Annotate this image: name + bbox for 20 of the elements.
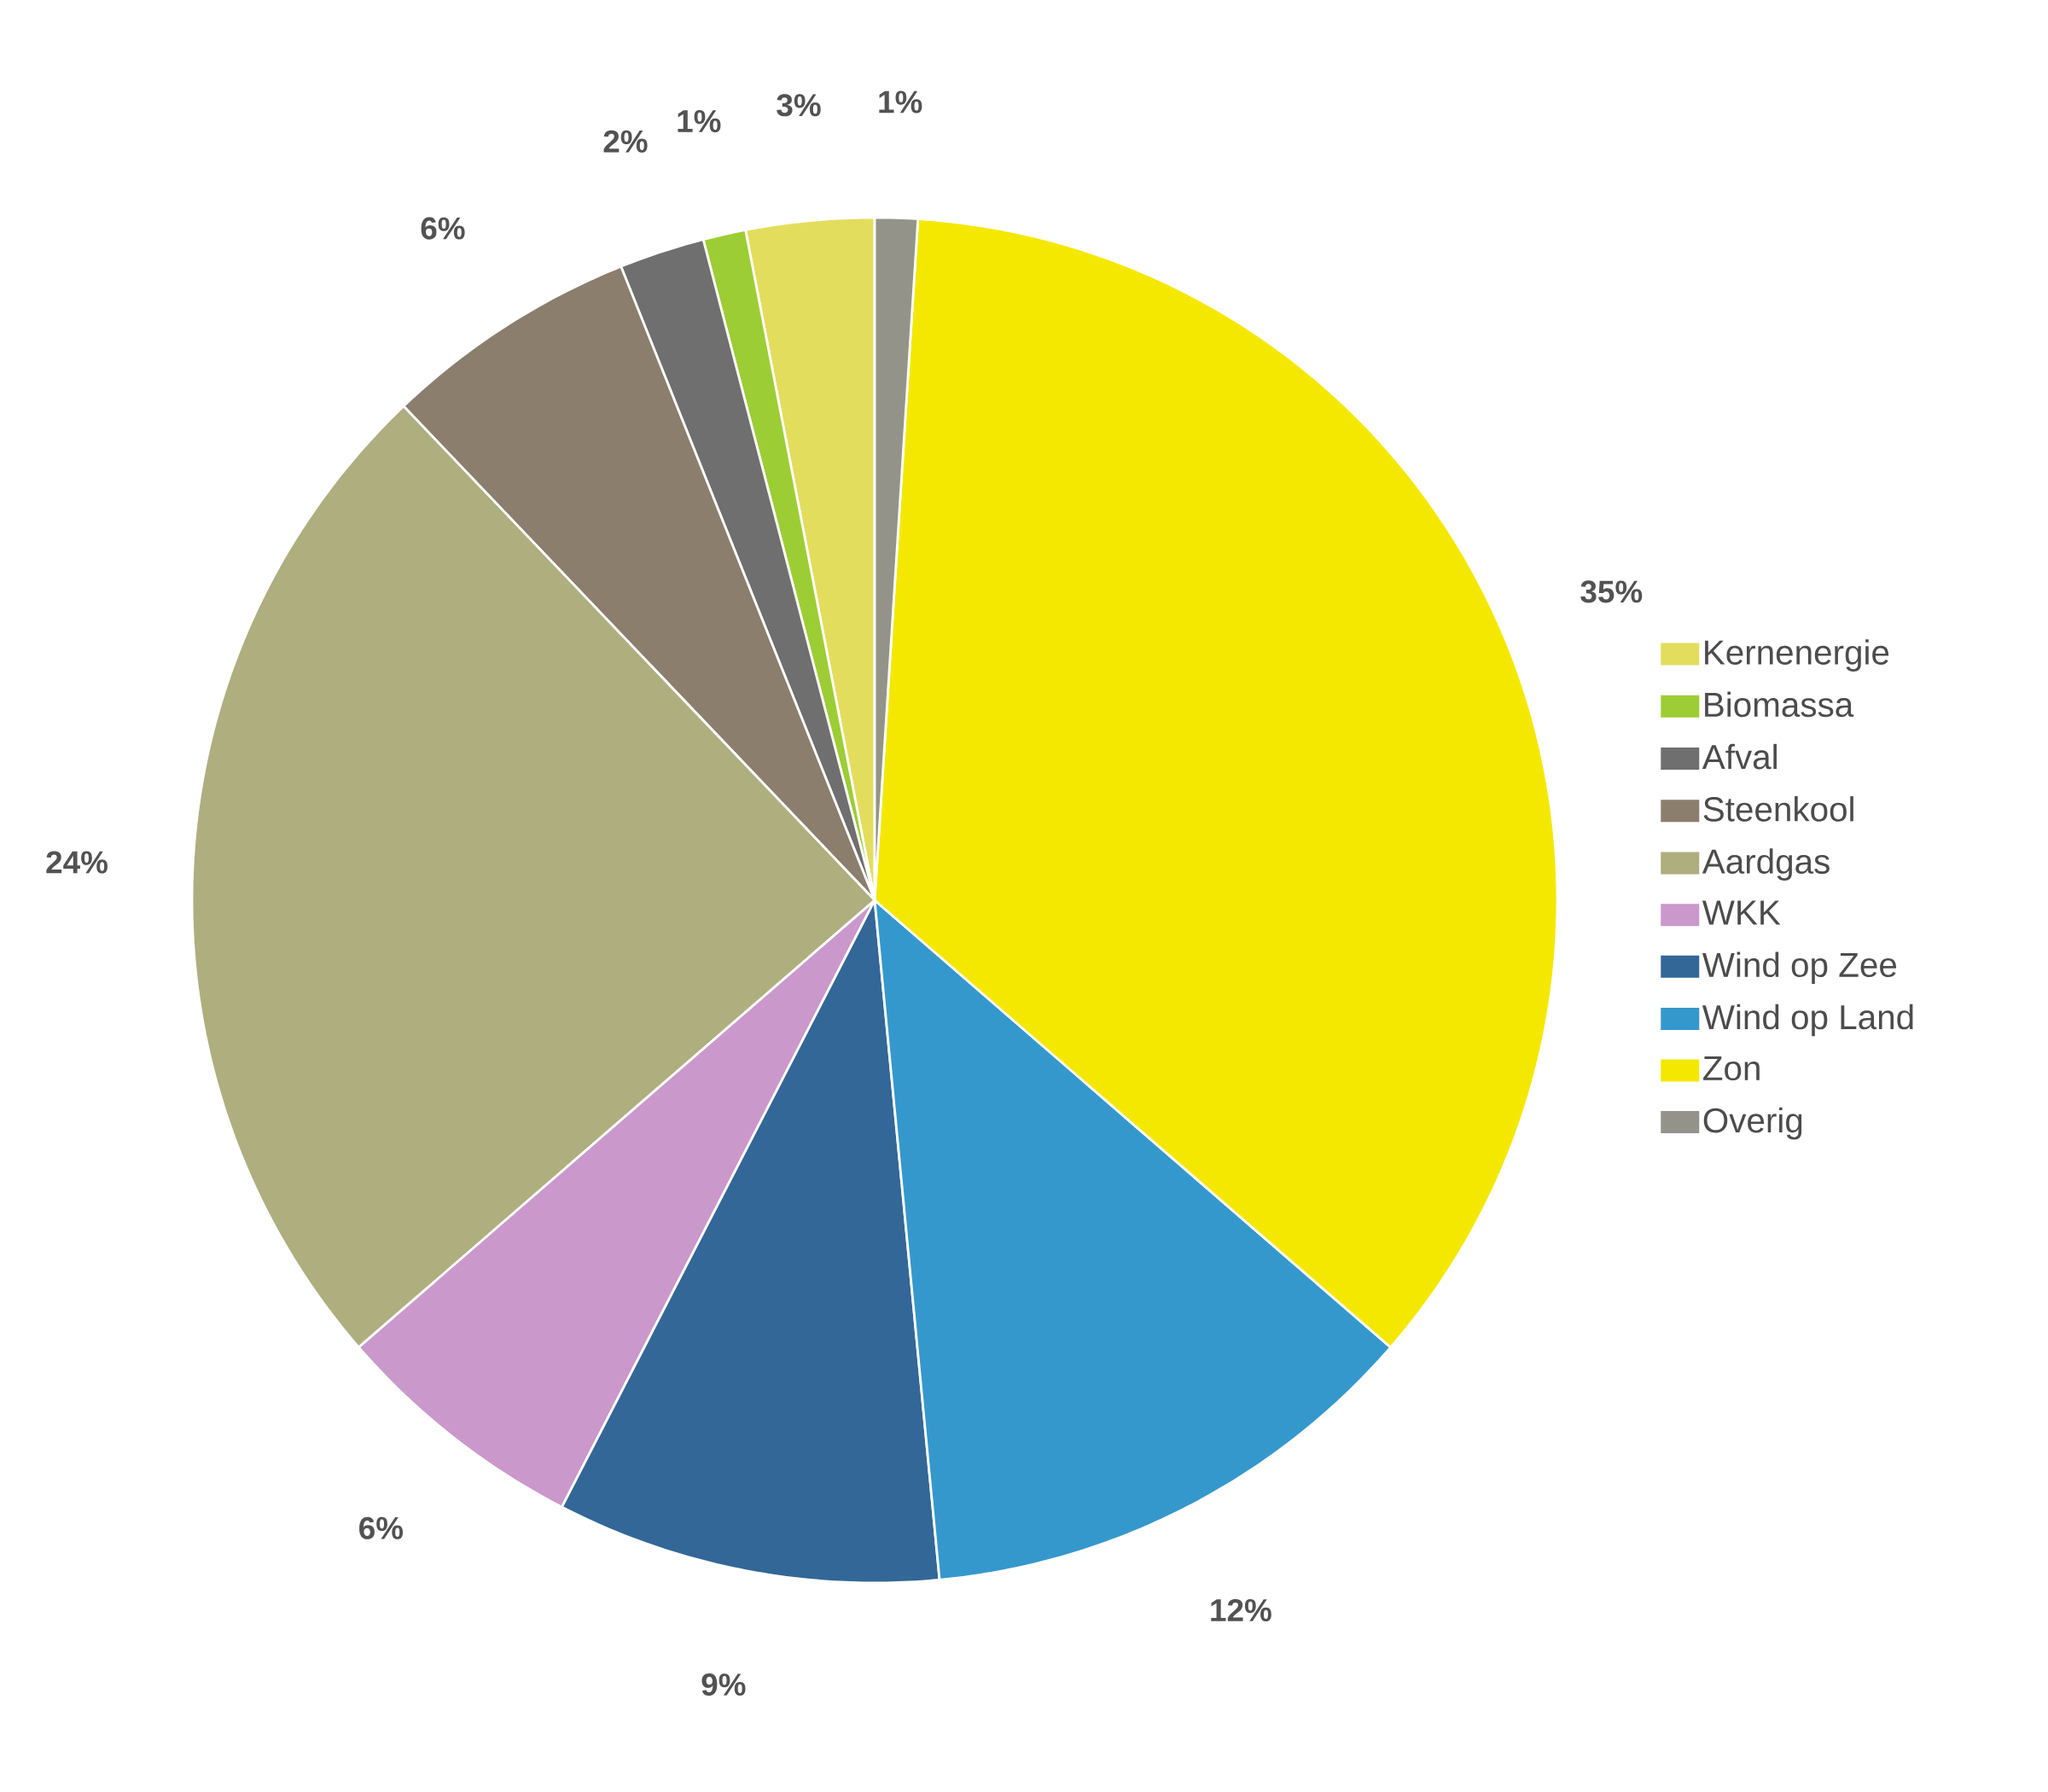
- legend-label: Aardgas: [1702, 848, 1830, 881]
- data-label: 12%: [1211, 1598, 1271, 1621]
- data-label: 3%: [777, 94, 821, 117]
- legend-label: Afval: [1702, 743, 1777, 770]
- legend-label: Steenkool: [1703, 796, 1853, 822]
- data-label: 24%: [46, 851, 108, 874]
- legend-label: Zon: [1703, 1056, 1760, 1081]
- legend-label: Wind op Zee: [1702, 951, 1897, 985]
- data-label: 6%: [359, 1516, 404, 1539]
- legend-label: Wind op Land: [1702, 1004, 1913, 1037]
- data-label: 9%: [701, 1673, 746, 1696]
- data-label: 6%: [421, 217, 465, 240]
- data-label: 1%: [678, 110, 721, 132]
- legend-label: Kernenergie: [1705, 639, 1889, 672]
- legend-label: Biomassa: [1705, 691, 1854, 718]
- data-label: 1%: [879, 90, 922, 113]
- data-label: 35%: [1580, 580, 1643, 603]
- legend-label: Overig: [1703, 1107, 1802, 1140]
- legend-label: WKK: [1702, 900, 1781, 925]
- data-label: 2%: [603, 130, 648, 153]
